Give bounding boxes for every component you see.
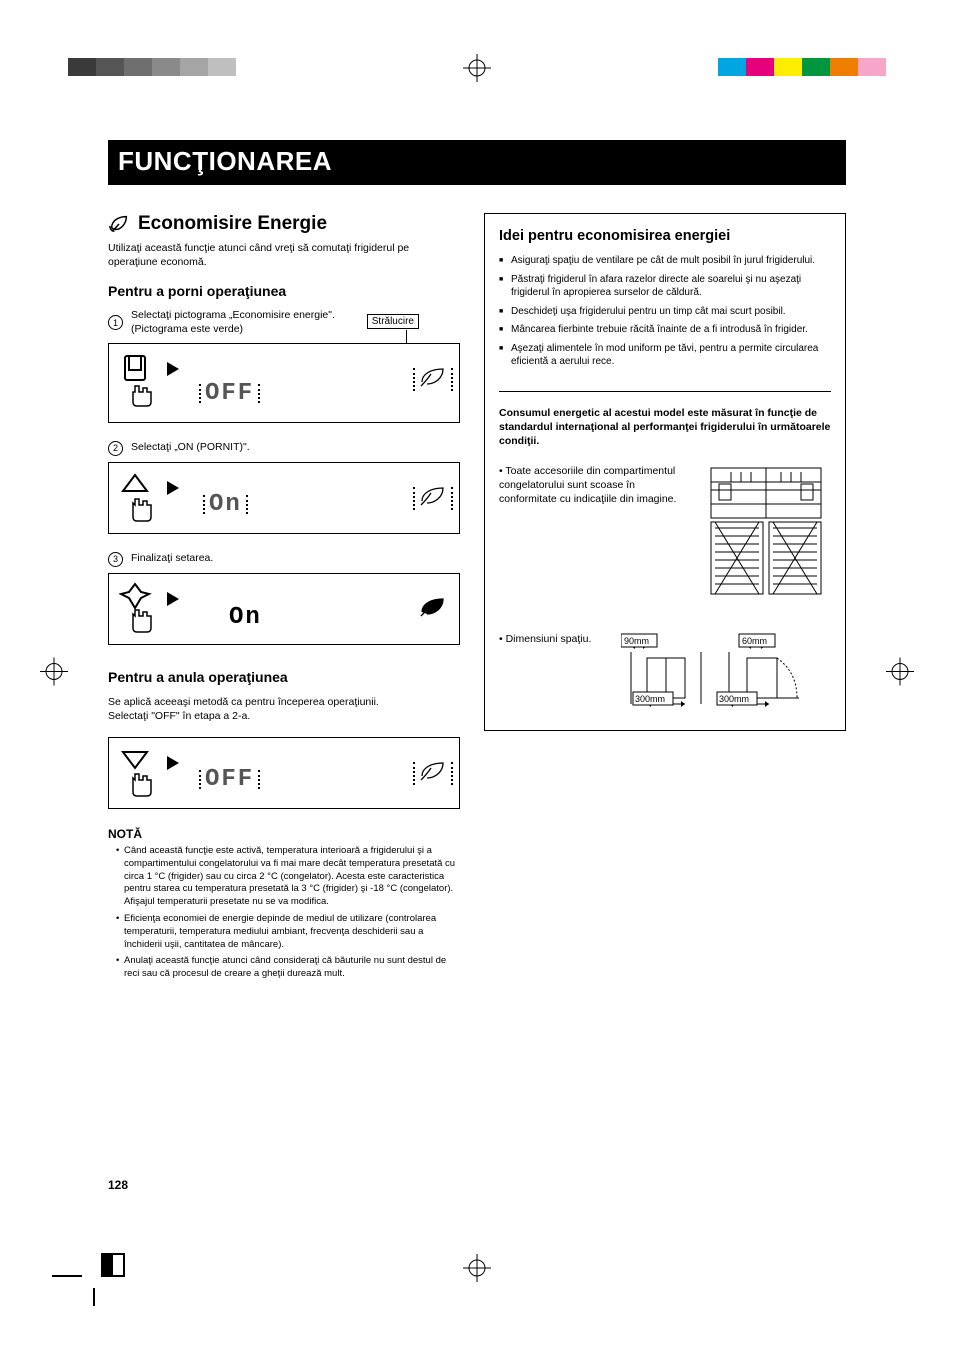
step-3-text: Finalizaţi setarea. (131, 552, 213, 566)
tips-item: Aşezaţi alimentele în mod uniform pe tăv… (499, 342, 831, 369)
tips-item: Păstraţi frigiderul în afara razelor dir… (499, 273, 831, 300)
condition-2-row: Dimensiuni spaţiu. (499, 632, 831, 712)
step-1-number: 1 (108, 315, 123, 330)
page-number: 128 (108, 1178, 128, 1192)
step-2: 2 Selectaţi „ON (PORNIT)". (108, 441, 460, 456)
eco-icon-group-2 (419, 485, 447, 512)
light-label: Strălucire (367, 314, 419, 329)
page-title-bar: FUNCŢIONAREA (108, 140, 846, 185)
condition-1-row: Toate accesoriile din compartimentul con… (499, 464, 831, 604)
display-panel-3: On (108, 573, 460, 645)
cancel-text: Se aplică aceeaşi metodă ca pentru încep… (108, 695, 460, 723)
tips-item: Deschideţi uşa frigiderului pentru un ti… (499, 305, 831, 319)
segment-display-2: On (209, 491, 242, 518)
svg-text:300mm: 300mm (635, 694, 665, 704)
registration-target-top (463, 54, 491, 87)
svg-text:60mm: 60mm (742, 636, 767, 646)
cancel-heading: Pentru a anula operaţiunea (108, 669, 460, 685)
arrow-icon-3 (167, 592, 181, 611)
segment-display-cancel: OFF (205, 766, 254, 793)
arrow-icon-2 (167, 481, 181, 500)
right-column: Idei pentru economisirea energiei Asigur… (484, 213, 846, 985)
color-swatches (718, 58, 886, 76)
arrow-icon-cancel (167, 756, 181, 775)
condition-1-text: Toate accesoriile din compartimentul con… (499, 464, 689, 507)
registration-target-right (886, 657, 914, 690)
step-2-number: 2 (108, 441, 123, 456)
touch-cluster-cancel (119, 746, 165, 807)
dimension-diagram-icon: 90mm 60mm 300mm 300mm (621, 632, 811, 712)
crop-mark-bottom-left (52, 1246, 132, 1311)
note-item: Anulaţi această funcţie atunci când cons… (116, 955, 460, 981)
tips-box: Idei pentru economisirea energiei Asigur… (484, 213, 846, 731)
left-column: Economisire Energie Utilizaţi această fu… (108, 213, 460, 985)
intro-text: Utilizaţi această funcţie atunci când vr… (108, 241, 460, 269)
tips-list: Asiguraţi spaţiu de ventilare pe cât de … (499, 254, 831, 369)
note-heading: NOTĂ (108, 827, 460, 841)
display-panel-1: OFF Strălucire (108, 343, 460, 423)
eco-icon-group-1 (419, 366, 447, 393)
note-item: Eficienţa economiei de energie depinde d… (116, 913, 460, 951)
eco-leaf-icon (108, 213, 130, 235)
touch-cluster-3 (119, 582, 165, 643)
arrow-icon-1 (167, 362, 181, 381)
eco-icon-group-3 (419, 596, 447, 623)
section-heading: Economisire Energie (108, 213, 460, 235)
page-content: FUNCŢIONAREA Economisire Energie Utiliza… (108, 140, 846, 985)
note-item: Când această funcţie este activă, temper… (116, 845, 460, 909)
start-heading: Pentru a porni operaţiunea (108, 283, 460, 299)
svg-text:300mm: 300mm (719, 694, 749, 704)
step-3-number: 3 (108, 552, 123, 567)
display-panel-2: On (108, 462, 460, 534)
display-panel-cancel: OFF (108, 737, 460, 809)
tips-item: Mâncarea fierbinte trebuie răcită înaint… (499, 323, 831, 337)
eco-icon-group-cancel (419, 760, 447, 787)
section-heading-text: Economisire Energie (138, 213, 327, 235)
note-list: Când această funcţie este activă, temper… (108, 845, 460, 981)
touch-cluster-2 (119, 471, 165, 532)
step-2-text: Selectaţi „ON (PORNIT)". (131, 441, 250, 455)
segment-display-1: OFF (205, 380, 254, 407)
step-1-text: Selectaţi pictograma „Economisire energi… (131, 309, 335, 336)
step-3: 3 Finalizaţi setarea. (108, 552, 460, 567)
condition-2-text: Dimensiuni spaţiu. (499, 632, 609, 646)
fridge-diagram-icon (701, 464, 831, 604)
print-registration-top (0, 58, 954, 88)
svg-text:90mm: 90mm (624, 636, 649, 646)
registration-target-bottom (463, 1254, 491, 1287)
conditions-intro: Consumul energetic al acestui model este… (499, 406, 831, 449)
grayscale-swatches (68, 58, 236, 76)
divider (499, 391, 831, 392)
touch-cluster-1 (119, 352, 165, 413)
segment-display-3: On (229, 604, 262, 631)
tips-item: Asiguraţi spaţiu de ventilare pe cât de … (499, 254, 831, 268)
tips-heading: Idei pentru economisirea energiei (499, 228, 831, 244)
registration-target-left (40, 657, 68, 690)
